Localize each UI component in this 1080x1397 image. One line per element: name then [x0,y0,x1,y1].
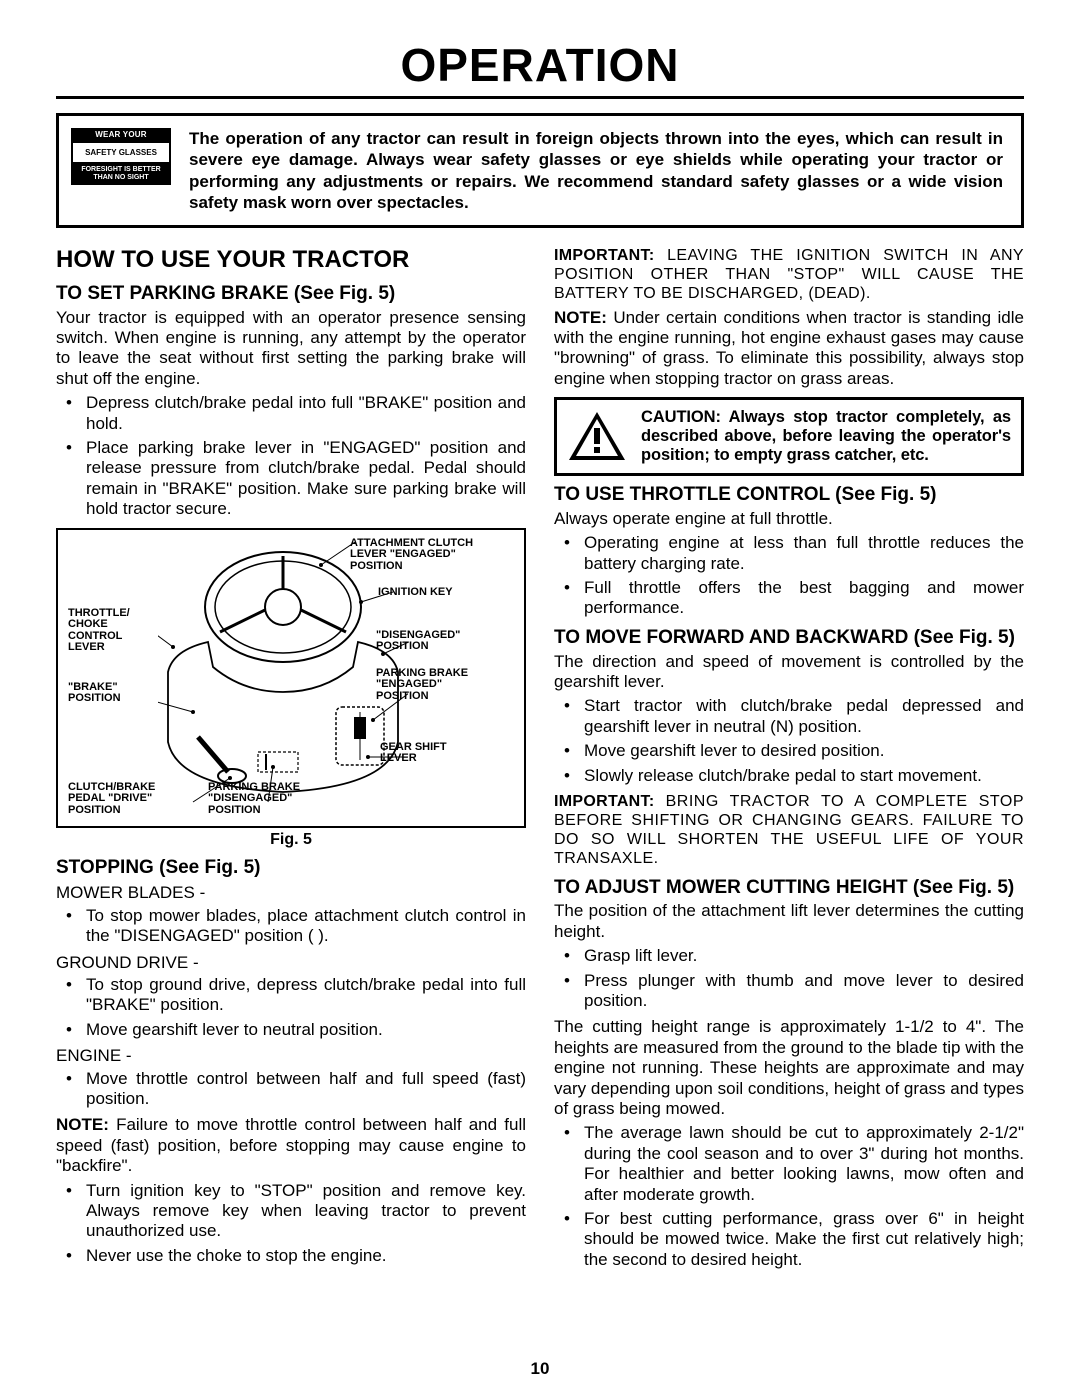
note-browning: NOTE: Under certain conditions when trac… [554,308,1024,390]
list-item: Move gearshift lever to neutral position… [56,1020,526,1040]
fig-label-brake: "BRAKE" POSITION [68,682,138,705]
list-item: Move throttle control between half and f… [56,1069,526,1110]
warning-triangle-icon [567,410,627,462]
parking-intro: Your tractor is equipped with an operato… [56,308,526,390]
safety-badge: WEAR YOUR SAFETY GLASSES FORESIGHT IS BE… [71,128,171,213]
important-transaxle: IMPORTANT: BRING TRACTOR TO A COMPLETE S… [554,792,1024,869]
fig-label-gearshift: GEAR SHIFT LEVER [380,742,460,765]
page-number: 10 [531,1359,550,1379]
height-list: Grasp lift lever. Press plunger with thu… [554,946,1024,1011]
fig-label-ignition: IGNITION KEY [378,587,453,599]
move-intro: The direction and speed of movement is c… [554,652,1024,693]
height-intro: The position of the attachment lift leve… [554,901,1024,942]
list-item: Start tractor with clutch/brake pedal de… [554,696,1024,737]
fig-label-disengaged: "DISENGAGED" POSITION [376,630,476,653]
list-item: To stop mower blades, place attachment c… [56,906,526,947]
two-column-layout: HOW TO USE YOUR TRACTOR TO SET PARKING B… [56,246,1024,1276]
engine-list-2: Turn ignition key to "STOP" position and… [56,1181,526,1267]
list-item: Turn ignition key to "STOP" position and… [56,1181,526,1242]
move-list: Start tractor with clutch/brake pedal de… [554,696,1024,786]
important-ignition: IMPORTANT: LEAVING THE IGNITION SWITCH I… [554,246,1024,304]
stopping-heading: STOPPING (See Fig. 5) [56,857,526,880]
note-label: NOTE: [554,308,607,327]
note-text: Under certain conditions when tractor is… [554,308,1024,388]
safety-warning-box: WEAR YOUR SAFETY GLASSES FORESIGHT IS BE… [56,113,1024,228]
throttle-intro: Always operate engine at full throttle. [554,509,1024,529]
note-label: NOTE: [56,1115,109,1134]
right-column: IMPORTANT: LEAVING THE IGNITION SWITCH I… [554,246,1024,1276]
important-label: IMPORTANT: [554,247,654,264]
engine-label: ENGINE - [56,1046,526,1066]
figure-caption: Fig. 5 [56,830,526,849]
tractor-dashboard-illustration [158,542,408,812]
throttle-heading: TO USE THROTTLE CONTROL (See Fig. 5) [554,484,1024,507]
move-heading: TO MOVE FORWARD AND BACKWARD (See Fig. 5… [554,627,1024,650]
list-item: Grasp lift lever. [554,946,1024,966]
throttle-list: Operating engine at less than full throt… [554,533,1024,619]
fig-label-clutch-drive: CLUTCH/BRAKE PEDAL "DRIVE" POSITION [68,782,168,817]
ground-drive-label: GROUND DRIVE - [56,953,526,973]
badge-bot: FORESIGHT IS BETTER THAN NO SIGHT [71,164,171,185]
note-text: Failure to move throttle control between… [56,1115,526,1175]
how-to-use-heading: HOW TO USE YOUR TRACTOR [56,246,526,275]
left-column: HOW TO USE YOUR TRACTOR TO SET PARKING B… [56,246,526,1276]
list-item: To stop ground drive, depress clutch/bra… [56,975,526,1016]
mower-blades-label: MOWER BLADES - [56,883,526,903]
title-rule [56,96,1024,99]
fig-label-throttle: THROTTLE/ CHOKE CONTROL LEVER [68,608,148,654]
stopping-note: NOTE: Failure to move throttle control b… [56,1115,526,1176]
important-label: IMPORTANT: [554,793,654,810]
list-item: Move gearshift lever to desired position… [554,741,1024,761]
parking-list: Depress clutch/brake pedal into full "BR… [56,393,526,519]
engine-list: Move throttle control between half and f… [56,1069,526,1110]
page-title: OPERATION [56,38,1024,92]
ground-list: To stop ground drive, depress clutch/bra… [56,975,526,1040]
height-heading: TO ADJUST MOWER CUTTING HEIGHT (See Fig.… [554,877,1024,900]
fig-label-attachment-clutch: ATTACHMENT CLUTCH LEVER "ENGAGED" POSITI… [350,538,500,573]
height-range-para: The cutting height range is approximatel… [554,1017,1024,1119]
parking-brake-heading: TO SET PARKING BRAKE (See Fig. 5) [56,283,526,306]
badge-top: WEAR YOUR [71,128,171,141]
list-item: Press plunger with thumb and move lever … [554,971,1024,1012]
caution-text: CAUTION: Always stop tractor completely,… [641,408,1011,465]
caution-box: CAUTION: Always stop tractor completely,… [554,397,1024,476]
list-item: The average lawn should be cut to approx… [554,1123,1024,1205]
list-item: Slowly release clutch/brake pedal to sta… [554,766,1024,786]
fig-label-pb-disengaged: PARKING BRAKE "DISENGAGED" POSITION [208,782,318,817]
list-item: Full throttle offers the best bagging an… [554,578,1024,619]
list-item: Operating engine at less than full throt… [554,533,1024,574]
height-list-2: The average lawn should be cut to approx… [554,1123,1024,1270]
badge-mid: SAFETY GLASSES [71,141,171,164]
list-item: Place parking brake lever in "ENGAGED" p… [56,438,526,520]
figure-5-diagram: ATTACHMENT CLUTCH LEVER "ENGAGED" POSITI… [56,528,526,828]
fig-label-pb-engaged: PARKING BRAKE "ENGAGED" POSITION [376,668,486,703]
safety-text: The operation of any tractor can result … [189,128,1003,213]
mower-list: To stop mower blades, place attachment c… [56,906,526,947]
list-item: Never use the choke to stop the engine. [56,1246,526,1266]
list-item: Depress clutch/brake pedal into full "BR… [56,393,526,434]
list-item: For best cutting performance, grass over… [554,1209,1024,1270]
